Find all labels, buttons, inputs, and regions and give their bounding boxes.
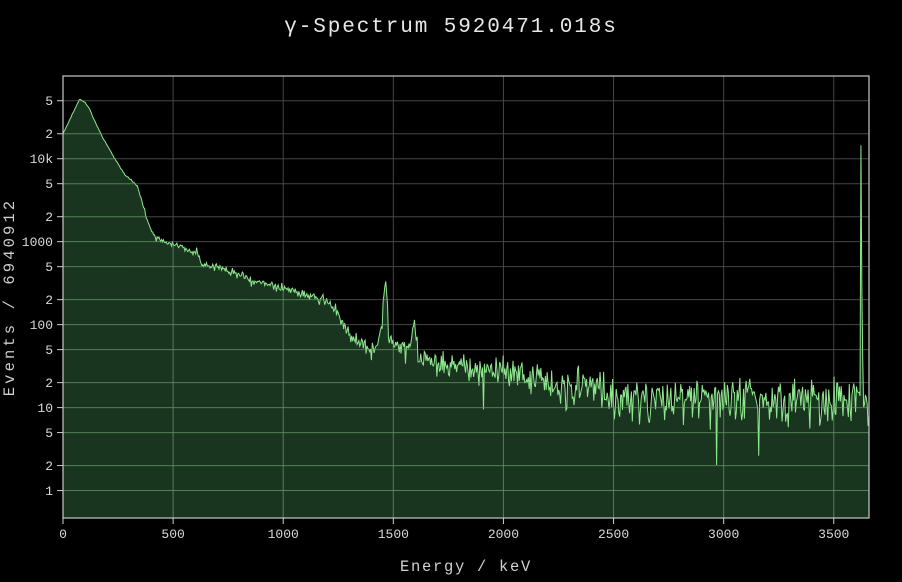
svg-text:10: 10 [37, 401, 53, 416]
svg-text:5: 5 [45, 94, 53, 109]
svg-text:5: 5 [45, 260, 53, 275]
svg-text:1000: 1000 [268, 527, 299, 542]
svg-text:2: 2 [45, 210, 53, 225]
svg-text:2: 2 [45, 376, 53, 391]
svg-text:2000: 2000 [488, 527, 519, 542]
svg-text:100: 100 [30, 318, 53, 333]
svg-text:5: 5 [45, 343, 53, 358]
svg-text:2: 2 [45, 459, 53, 474]
svg-text:3000: 3000 [708, 527, 739, 542]
svg-text:3500: 3500 [818, 527, 849, 542]
svg-text:2: 2 [45, 293, 53, 308]
svg-text:10k: 10k [30, 152, 54, 167]
svg-text:500: 500 [161, 527, 184, 542]
svg-text:2500: 2500 [598, 527, 629, 542]
svg-text:1500: 1500 [378, 527, 409, 542]
svg-text:1000: 1000 [22, 235, 53, 250]
svg-text:5: 5 [45, 426, 53, 441]
svg-text:0: 0 [59, 527, 67, 542]
svg-text:1: 1 [45, 484, 53, 499]
svg-text:5: 5 [45, 177, 53, 192]
svg-text:2: 2 [45, 127, 53, 142]
